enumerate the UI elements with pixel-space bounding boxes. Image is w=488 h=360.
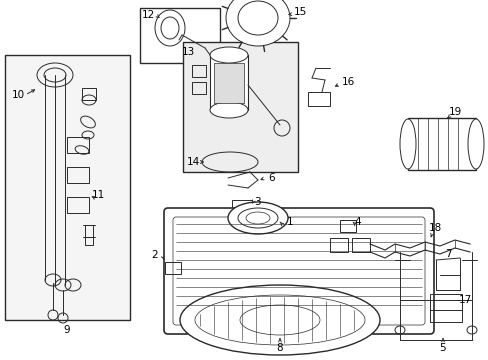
Text: 5: 5 — [439, 343, 446, 353]
Text: 11: 11 — [91, 190, 104, 200]
Bar — [67, 137, 89, 153]
Text: 1: 1 — [286, 217, 293, 227]
Text: 7: 7 — [444, 249, 450, 259]
Ellipse shape — [225, 0, 289, 46]
Text: 8: 8 — [276, 343, 283, 353]
Bar — [192, 65, 205, 77]
Bar — [192, 82, 205, 94]
Text: 10: 10 — [11, 90, 24, 100]
Bar — [67, 167, 89, 183]
Bar — [214, 63, 244, 103]
Bar — [231, 200, 251, 214]
Bar — [307, 92, 329, 106]
Text: 3: 3 — [253, 197, 260, 207]
Text: 19: 19 — [447, 107, 461, 117]
Ellipse shape — [180, 285, 379, 355]
Bar — [329, 238, 347, 252]
Ellipse shape — [209, 47, 247, 63]
Text: 15: 15 — [293, 7, 306, 17]
Bar — [82, 88, 96, 100]
Text: 16: 16 — [341, 77, 354, 87]
Text: 14: 14 — [186, 157, 199, 167]
Text: 13: 13 — [181, 47, 194, 57]
Ellipse shape — [467, 119, 483, 169]
Ellipse shape — [209, 102, 247, 118]
Text: 2: 2 — [151, 250, 158, 260]
Bar — [164, 262, 181, 274]
Text: 12: 12 — [141, 10, 154, 20]
Text: 18: 18 — [427, 223, 441, 233]
Ellipse shape — [227, 202, 287, 234]
Bar — [351, 238, 369, 252]
Ellipse shape — [399, 119, 415, 169]
FancyBboxPatch shape — [163, 208, 433, 334]
Bar — [209, 55, 247, 110]
Text: 17: 17 — [457, 295, 470, 305]
Bar — [140, 8, 220, 63]
Bar — [183, 42, 297, 172]
Bar — [5, 55, 130, 320]
Bar — [85, 237, 93, 245]
Text: 9: 9 — [63, 325, 70, 335]
Bar — [339, 220, 355, 232]
Text: 4: 4 — [354, 217, 361, 227]
Bar — [67, 197, 89, 213]
Text: 6: 6 — [268, 173, 275, 183]
Bar — [85, 225, 93, 237]
Bar — [407, 118, 475, 170]
Bar — [429, 294, 461, 322]
Ellipse shape — [238, 1, 278, 35]
